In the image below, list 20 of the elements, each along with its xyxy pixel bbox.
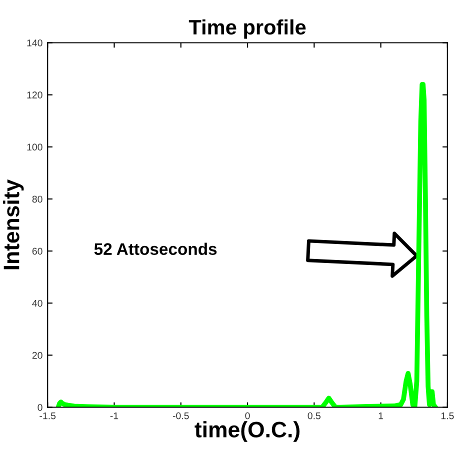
annotation: 52 Attoseconds — [94, 242, 217, 255]
x-axis-title: time(O.C.) — [194, 421, 300, 442]
y-axis-title: Intensity — [3, 179, 24, 270]
x-tick-label: 0 — [245, 412, 250, 420]
y-tick-label: 100 — [27, 144, 42, 151]
y-tick-label: 140 — [27, 39, 42, 46]
y-tick-label: 20 — [32, 352, 42, 359]
line-series — [56, 82, 438, 408]
y-tick-label: 40 — [32, 300, 42, 307]
x-tick-label: 0.5 — [308, 412, 321, 420]
x-tick-label: 1.5 — [441, 412, 454, 420]
y-tick-label: 80 — [32, 196, 42, 203]
y-tick-label: 120 — [27, 92, 42, 98]
chart-title: Time profile — [188, 19, 306, 39]
x-tick-label: 1 — [378, 412, 384, 420]
x-tick-label: -1.5 — [40, 412, 56, 420]
y-tick-label: 60 — [32, 248, 42, 255]
x-tick-label: -0.5 — [172, 412, 189, 420]
y-tick-label: 0 — [38, 404, 42, 411]
x-tick-label: -1 — [110, 412, 118, 420]
